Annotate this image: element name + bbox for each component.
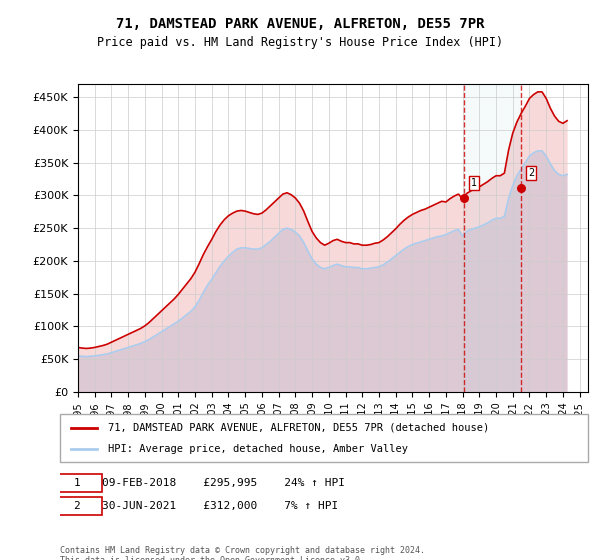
FancyBboxPatch shape [52,497,102,515]
Text: HPI: Average price, detached house, Amber Valley: HPI: Average price, detached house, Ambe… [107,444,407,454]
FancyBboxPatch shape [60,414,588,462]
Point [517,183,526,192]
FancyBboxPatch shape [52,474,102,492]
Text: Price paid vs. HM Land Registry's House Price Index (HPI): Price paid vs. HM Land Registry's House … [97,36,503,49]
Text: 1: 1 [74,478,80,488]
Text: 1: 1 [471,178,477,188]
Text: 71, DAMSTEAD PARK AVENUE, ALFRETON, DE55 7PR: 71, DAMSTEAD PARK AVENUE, ALFRETON, DE55… [116,17,484,31]
Text: 30-JUN-2021    £312,000    7% ↑ HPI: 30-JUN-2021 £312,000 7% ↑ HPI [102,501,338,511]
Text: 2: 2 [74,501,80,511]
Text: 71, DAMSTEAD PARK AVENUE, ALFRETON, DE55 7PR (detached house): 71, DAMSTEAD PARK AVENUE, ALFRETON, DE55… [107,423,489,433]
Point [460,194,469,203]
Bar [464,84,521,392]
Text: 2: 2 [528,168,534,178]
Text: Contains HM Land Registry data © Crown copyright and database right 2024.
This d: Contains HM Land Registry data © Crown c… [60,546,425,560]
Text: 09-FEB-2018    £295,995    24% ↑ HPI: 09-FEB-2018 £295,995 24% ↑ HPI [102,478,345,488]
